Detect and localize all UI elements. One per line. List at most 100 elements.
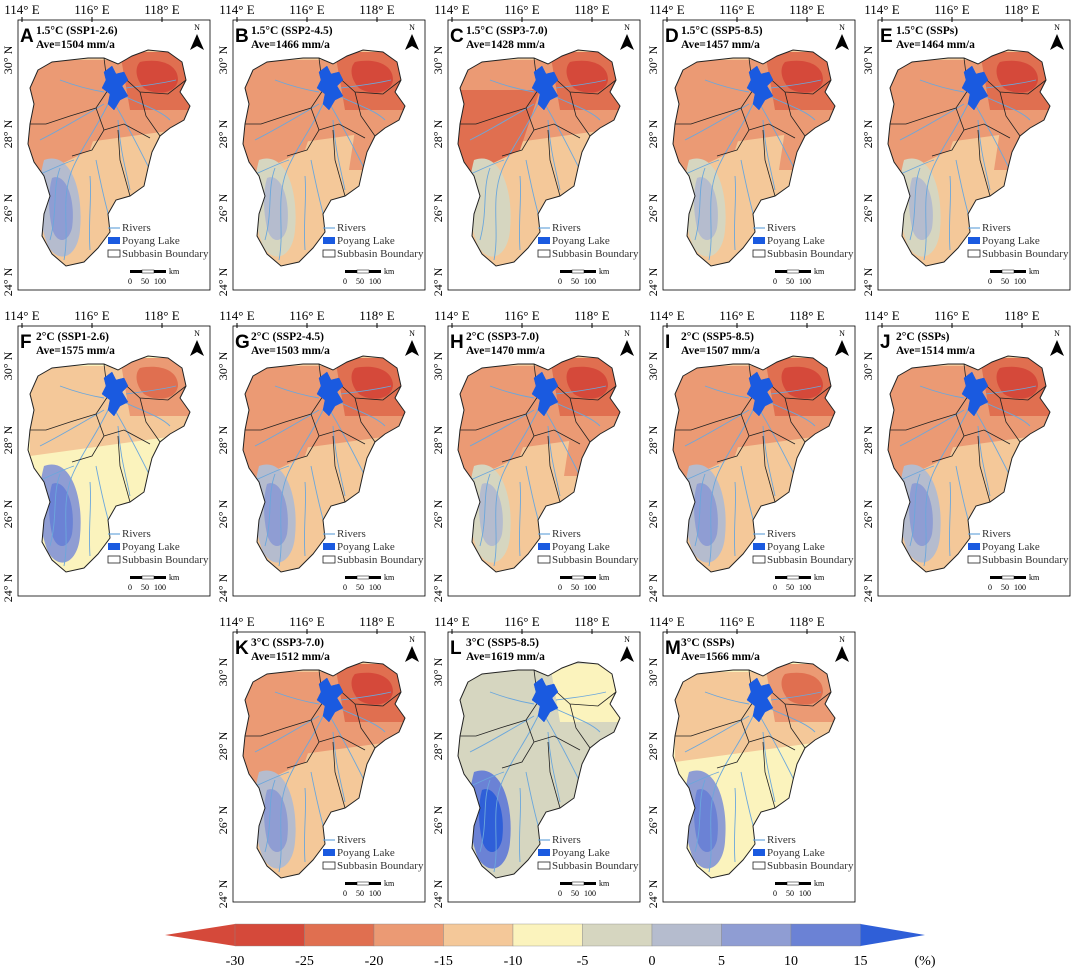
legend-lake: Poyang Lake	[552, 235, 610, 247]
longitude-label: 118° E	[359, 308, 394, 323]
river	[340, 79, 392, 89]
subbasin-boundary	[139, 397, 161, 443]
river	[274, 691, 320, 705]
scale-bar: km 0 50 100	[558, 879, 610, 898]
north-arrow-icon	[835, 646, 849, 662]
lake-legend-icon	[753, 849, 765, 856]
map-frame	[447, 325, 641, 597]
legend-boundary: Subbasin Boundary	[767, 554, 854, 566]
river	[469, 103, 535, 141]
river	[254, 103, 320, 141]
longitude-label: 114° E	[4, 308, 39, 323]
latitude-label: 24° N	[431, 573, 445, 602]
boundary-legend-icon	[537, 249, 551, 258]
latitude-label: 28° N	[1, 119, 15, 148]
river	[39, 103, 105, 141]
subbasin-boundary	[716, 413, 750, 463]
poyang-lake	[746, 65, 774, 111]
longitude-label: 114° E	[434, 2, 469, 17]
average-precipitation: Ave=1514 mm/a	[896, 345, 975, 357]
subbasin-boundary	[748, 735, 796, 751]
longitude-label: 114° E	[649, 308, 684, 323]
river	[770, 79, 822, 89]
basin-outline	[457, 49, 621, 267]
subbasin-boundary	[963, 429, 1011, 445]
river	[278, 711, 326, 873]
legend-boundary: Subbasin Boundary	[122, 554, 209, 566]
subbasin-boundary	[318, 735, 366, 751]
river	[694, 473, 706, 547]
map-frame	[662, 631, 856, 903]
legend-lake: Poyang Lake	[337, 541, 395, 553]
river	[923, 99, 971, 261]
colorbar-segment	[234, 923, 305, 947]
subbasin-boundary	[979, 379, 1047, 401]
latitude-label: 26° N	[1, 193, 15, 222]
change-zone	[351, 366, 393, 399]
river	[278, 99, 326, 261]
lake-legend-icon	[968, 543, 980, 550]
legend-lake: Poyang Lake	[767, 541, 825, 553]
subbasin-boundary	[334, 685, 402, 707]
scale-tick: 0	[988, 277, 992, 286]
river	[59, 79, 105, 93]
subbasin-boundary	[334, 73, 402, 95]
river	[340, 691, 392, 701]
basin-outline	[27, 355, 191, 573]
river	[684, 715, 750, 753]
legend-rivers: Rivers	[552, 834, 581, 846]
longitude-label: 114° E	[219, 614, 254, 629]
latitude-label: 28° N	[646, 731, 660, 760]
river	[923, 405, 971, 567]
map-svg: 114° E 116° E 118° E 30° N 28° N 26° N 24° N M 3…	[646, 614, 856, 908]
subbasin-boundary	[318, 123, 366, 139]
latitude-label: 24° N	[216, 267, 230, 296]
change-zone	[781, 60, 823, 93]
legend-boundary: Subbasin Boundary	[552, 860, 639, 872]
panel-letter: L	[450, 638, 462, 659]
scenario-title: 1.5°C (SSP5-8.5)	[681, 25, 763, 37]
average-precipitation: Ave=1504 mm/a	[36, 39, 115, 51]
legend-boundary: Subbasin Boundary	[982, 248, 1069, 260]
basin-outline	[672, 49, 836, 267]
latitude-label: 28° N	[646, 119, 660, 148]
scale-tick: 50	[786, 583, 794, 592]
scenario-title: 2°C (SSPs)	[896, 331, 950, 343]
subbasin-boundary	[547, 741, 561, 809]
latitude-label: 26° N	[861, 499, 875, 528]
panel-letter: K	[235, 638, 249, 659]
north-label: N	[839, 329, 845, 338]
lake-legend-icon	[968, 237, 980, 244]
longitude-label: 116° E	[719, 308, 754, 323]
river	[684, 409, 750, 447]
latitude-label: 30° N	[216, 657, 230, 686]
scale-tick: 50	[786, 277, 794, 286]
scale-tick: 50	[571, 889, 579, 898]
longitude-label: 116° E	[289, 614, 324, 629]
river	[88, 481, 92, 557]
panel-letter: F	[20, 332, 32, 353]
river	[704, 691, 750, 705]
river	[49, 473, 61, 547]
map-svg: 114° E 116° E 118° E30° N28° N26° N24° NA 1…	[1, 2, 211, 296]
scale-unit: km	[599, 879, 610, 888]
lake-legend-icon	[323, 543, 335, 550]
scenario-title: 3°C (SSP3-7.0)	[251, 637, 324, 649]
scale-tick: 100	[369, 889, 381, 898]
river	[909, 473, 921, 547]
colorbar-segment	[651, 923, 722, 947]
panel-letter: B	[235, 26, 249, 47]
poyang-lake	[101, 65, 129, 111]
subbasin-boundary	[334, 379, 402, 401]
longitude-label: 116° E	[934, 2, 969, 17]
north-label: N	[409, 635, 415, 644]
scale-bar: km 0 50 100	[558, 573, 610, 592]
north-arrow-icon	[190, 340, 204, 356]
map-svg: 114° E 116° E 118° E 30° N 28° N 26° N 24° N K 3…	[216, 614, 426, 908]
river	[977, 425, 991, 497]
legend-lake: Poyang Lake	[552, 847, 610, 859]
scale-tick: 0	[343, 583, 347, 592]
longitude-label: 116° E	[504, 2, 539, 17]
river	[553, 707, 601, 733]
